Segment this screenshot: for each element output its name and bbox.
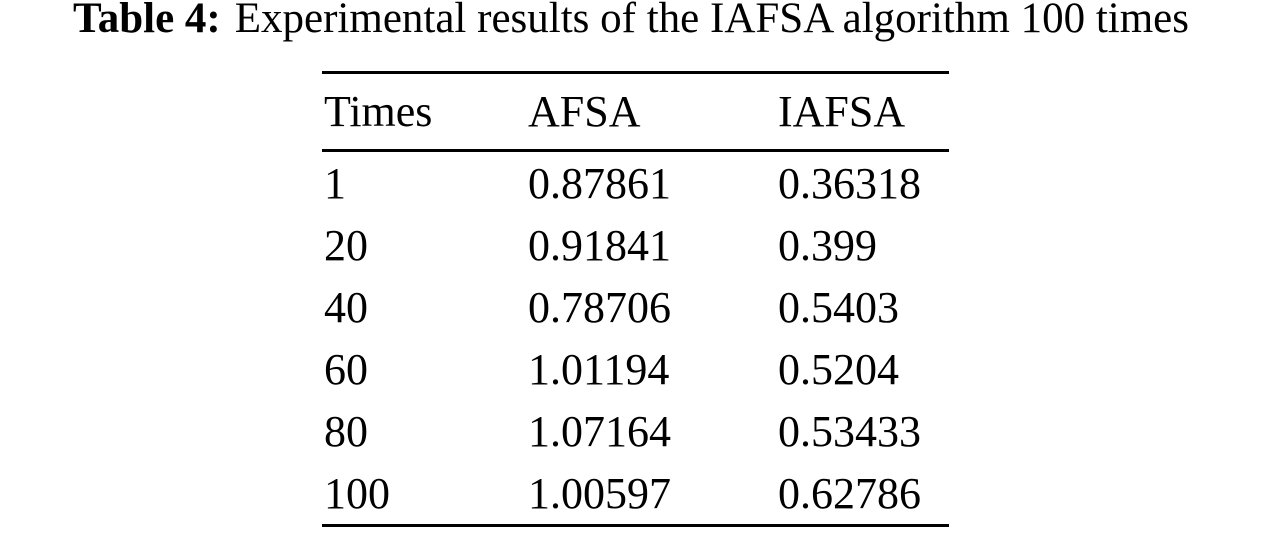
table-row: 20 0.91841 0.399 <box>322 214 949 276</box>
cell-times: 80 <box>324 406 368 456</box>
table-row: 1 0.87861 0.36318 <box>322 151 949 215</box>
cell-afsa: 0.91841 <box>528 220 671 270</box>
table-caption-label: Table 4: <box>73 0 221 42</box>
cell-times: 100 <box>324 468 390 518</box>
cell-times: 1 <box>324 158 346 208</box>
table-row: 100 1.00597 0.62786 <box>322 462 949 526</box>
cell-iafsa: 0.399 <box>778 220 877 270</box>
cell-iafsa: 0.53433 <box>778 406 921 456</box>
cell-iafsa: 0.62786 <box>778 468 921 518</box>
cell-times: 60 <box>324 344 368 394</box>
table-row: 40 0.78706 0.5403 <box>322 276 949 338</box>
cell-afsa: 0.78706 <box>528 282 671 332</box>
cell-afsa: 1.01194 <box>528 344 670 394</box>
cell-afsa: 0.87861 <box>528 158 671 208</box>
cell-iafsa: 0.36318 <box>778 158 921 208</box>
table-row: 60 1.01194 0.5204 <box>322 338 949 400</box>
results-table: Times AFSA IAFSA 1 0.87861 0.36318 20 0.… <box>322 71 949 527</box>
cell-afsa: 1.07164 <box>528 406 671 456</box>
column-header-times: Times <box>322 72 526 152</box>
column-header-afsa: AFSA <box>526 72 776 152</box>
table-caption-text: Experimental results of the IAFSA algori… <box>234 0 1189 42</box>
table-row: 80 1.07164 0.53433 <box>322 400 949 462</box>
cell-iafsa: 0.5204 <box>778 344 899 394</box>
column-header-iafsa: IAFSA <box>776 72 949 152</box>
cell-iafsa: 0.5403 <box>778 282 899 332</box>
table-header-row: Times AFSA IAFSA <box>322 72 949 152</box>
table-caption: Table 4: Experimental results of the IAFS… <box>0 0 1262 43</box>
cell-times: 40 <box>324 282 368 332</box>
cell-afsa: 1.00597 <box>528 468 671 518</box>
cell-times: 20 <box>324 220 368 270</box>
